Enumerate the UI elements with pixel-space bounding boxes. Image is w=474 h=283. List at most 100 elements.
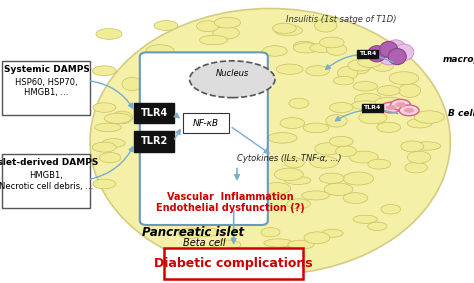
Ellipse shape <box>200 35 228 45</box>
Ellipse shape <box>285 158 304 168</box>
Text: NF-κB: NF-κB <box>193 119 219 128</box>
FancyBboxPatch shape <box>164 248 303 279</box>
Ellipse shape <box>399 84 421 97</box>
Ellipse shape <box>377 85 400 96</box>
Ellipse shape <box>154 21 178 30</box>
Ellipse shape <box>276 64 303 74</box>
Text: macrophages: macrophages <box>443 55 474 64</box>
Ellipse shape <box>349 151 378 163</box>
FancyBboxPatch shape <box>183 113 229 133</box>
Ellipse shape <box>145 199 168 209</box>
Text: Cytokines (ILs, TNF-α, ...): Cytokines (ILs, TNF-α, ...) <box>237 154 341 163</box>
Ellipse shape <box>280 118 305 128</box>
Text: Systemic DAMPS: Systemic DAMPS <box>3 65 90 74</box>
FancyBboxPatch shape <box>140 52 268 225</box>
Text: TLR4: TLR4 <box>359 51 376 56</box>
Ellipse shape <box>122 77 142 91</box>
Ellipse shape <box>213 240 233 253</box>
Ellipse shape <box>274 168 303 181</box>
Text: Beta cell: Beta cell <box>182 238 225 248</box>
Ellipse shape <box>349 63 370 74</box>
Ellipse shape <box>389 72 419 85</box>
Ellipse shape <box>319 37 344 48</box>
Ellipse shape <box>146 45 174 57</box>
Ellipse shape <box>353 82 377 91</box>
Ellipse shape <box>263 183 291 194</box>
Ellipse shape <box>351 101 380 110</box>
Ellipse shape <box>274 25 302 36</box>
Ellipse shape <box>412 142 441 150</box>
Ellipse shape <box>395 102 406 107</box>
Text: Nucleus: Nucleus <box>216 69 249 78</box>
Ellipse shape <box>414 111 444 123</box>
Ellipse shape <box>310 156 338 168</box>
Ellipse shape <box>190 61 275 98</box>
Ellipse shape <box>261 228 280 237</box>
Ellipse shape <box>92 142 116 152</box>
Ellipse shape <box>274 247 303 258</box>
Ellipse shape <box>95 123 121 132</box>
Ellipse shape <box>327 44 347 55</box>
FancyBboxPatch shape <box>2 154 90 208</box>
Ellipse shape <box>268 133 297 143</box>
Ellipse shape <box>359 112 387 124</box>
Ellipse shape <box>343 193 368 203</box>
Ellipse shape <box>304 232 330 244</box>
Ellipse shape <box>324 183 353 196</box>
FancyBboxPatch shape <box>134 131 174 151</box>
Ellipse shape <box>333 76 354 85</box>
Ellipse shape <box>293 43 319 53</box>
Text: Insulitis (1st satge of T1D): Insulitis (1st satge of T1D) <box>286 15 397 24</box>
Ellipse shape <box>293 41 315 51</box>
Ellipse shape <box>407 119 432 128</box>
Ellipse shape <box>407 151 431 163</box>
Ellipse shape <box>178 228 203 238</box>
Text: Vascular  Inflammation
Endothelial dysfunction (?): Vascular Inflammation Endothelial dysfun… <box>155 192 304 213</box>
Ellipse shape <box>368 159 391 169</box>
Ellipse shape <box>96 29 122 39</box>
Text: TLR2: TLR2 <box>140 136 168 147</box>
Ellipse shape <box>348 60 373 71</box>
Ellipse shape <box>197 21 219 32</box>
Ellipse shape <box>90 8 450 275</box>
Ellipse shape <box>213 27 239 39</box>
Ellipse shape <box>289 98 309 108</box>
FancyBboxPatch shape <box>134 103 174 123</box>
Text: Diabetic complications: Diabetic complications <box>155 257 313 270</box>
FancyBboxPatch shape <box>357 50 378 58</box>
Ellipse shape <box>380 41 398 57</box>
Ellipse shape <box>319 173 344 184</box>
Ellipse shape <box>326 115 347 127</box>
Text: B cells: B cells <box>448 109 474 118</box>
Ellipse shape <box>187 210 211 220</box>
Ellipse shape <box>391 99 410 110</box>
Ellipse shape <box>336 146 356 156</box>
Ellipse shape <box>355 93 382 106</box>
Ellipse shape <box>264 239 293 247</box>
Ellipse shape <box>285 177 311 185</box>
Ellipse shape <box>375 97 403 108</box>
Text: TLR4: TLR4 <box>364 105 381 110</box>
Ellipse shape <box>337 67 358 80</box>
Ellipse shape <box>394 44 414 61</box>
Ellipse shape <box>368 222 387 231</box>
Text: Islet-derived DAMPS: Islet-derived DAMPS <box>0 158 99 167</box>
Ellipse shape <box>191 228 220 237</box>
Ellipse shape <box>401 141 424 152</box>
Ellipse shape <box>235 257 264 270</box>
Ellipse shape <box>263 46 287 56</box>
Text: TLR4: TLR4 <box>140 108 168 118</box>
Text: HMGB1,
Necrotic cell debris, ...: HMGB1, Necrotic cell debris, ... <box>0 171 93 191</box>
Ellipse shape <box>353 215 377 223</box>
Ellipse shape <box>273 23 296 33</box>
FancyBboxPatch shape <box>362 104 383 112</box>
Ellipse shape <box>315 143 340 155</box>
Ellipse shape <box>302 191 329 200</box>
Ellipse shape <box>329 136 353 147</box>
Ellipse shape <box>112 111 133 124</box>
Ellipse shape <box>386 40 406 56</box>
Ellipse shape <box>343 172 374 185</box>
Ellipse shape <box>322 229 343 237</box>
Ellipse shape <box>92 66 116 76</box>
Ellipse shape <box>239 207 263 217</box>
